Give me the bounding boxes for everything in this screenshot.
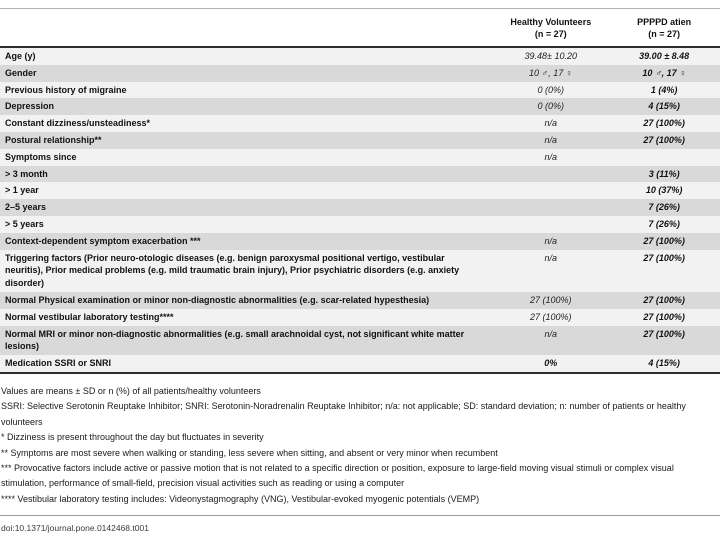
healthy-volunteers-value: 27 (100%): [530, 311, 572, 322]
pppd-value: 27 (100%): [643, 328, 685, 339]
row-label: Medication SSRI or SNRI: [5, 358, 112, 369]
table-row: Constant dizziness/unsteadiness* n/a 27 (1…: [0, 115, 720, 132]
pppd-value: 7 (26%): [648, 218, 680, 229]
pppd-value: 27 (100%): [643, 311, 685, 322]
pppd-value: 27 (100%): [643, 294, 685, 305]
row-label: Previous history of migraine: [5, 84, 127, 95]
pppd-value: 39.00 ± 8.48: [639, 51, 690, 61]
healthy-volunteers-value: n/a: [544, 134, 558, 145]
healthy-volunteers-value: 0 (0%): [537, 84, 565, 95]
table-row: Previous history of migraine 0 (0%) 1 (4%): [0, 81, 720, 99]
header-healthy-n: (n = 27): [534, 29, 567, 39]
row-label: 2–5 years: [5, 202, 47, 213]
row-label: Depression: [5, 101, 55, 112]
table-row: Depression 0 (0%) 4 (15%): [0, 98, 720, 116]
pppd-value: [608, 151, 720, 164]
healthy-volunteers-value: [493, 168, 608, 181]
pppd-value: 1 (4%): [650, 84, 678, 95]
row-label: Normal vestibular laboratory testing****: [5, 311, 174, 322]
table-row: Age (y) 39.48± 10.20 39.00 ± 8.48: [0, 48, 720, 65]
row-label: Normal Physical examination or minor non…: [5, 294, 430, 305]
header-pppd-title: PPPPD atien: [637, 17, 692, 27]
healthy-volunteers-value: 0%: [544, 358, 558, 369]
pppd-value: 10 ♂, 17 ♀: [642, 67, 686, 78]
header-healthy-title: Healthy Volunteers: [510, 17, 592, 27]
row-label: > 3 month: [5, 168, 48, 179]
footnote-asterisk-3: *** Provocative factors include active o…: [1, 462, 674, 489]
healthy-volunteers-value: n/a: [544, 235, 558, 246]
healthy-volunteers-value: n/a: [544, 252, 558, 263]
healthy-volunteers-value: n/a: [544, 328, 558, 339]
table-row: Normal Physical examination or minor non…: [0, 291, 720, 309]
row-label: Gender: [5, 67, 37, 78]
table-row: Postural relationship** n/a 27 (100%): [0, 131, 720, 149]
row-label: Postural relationship**: [5, 134, 102, 145]
pppd-value: 4 (15%): [648, 101, 680, 112]
table-body: Age (y) 39.48± 10.20 39.00 ± 8.48 Gender 10 …: [0, 48, 720, 374]
row-label: > 1 year: [5, 185, 39, 196]
table-row: > 5 years 7 (26%): [0, 215, 720, 233]
table-row: Medication SSRI or SNRI 0% 4 (15%): [0, 355, 720, 372]
header-pppd-n: (n = 27): [648, 29, 681, 39]
doi-divider: [0, 515, 720, 517]
table-row: > 1 year 10 (37%): [0, 182, 720, 200]
healthy-volunteers-value: 10 ♂, 17 ♀: [529, 67, 573, 78]
pppd-value: 4 (15%): [648, 358, 680, 369]
pppd-value: 7 (26%): [648, 202, 680, 213]
row-label: Normal MRI or minor non-diagnostic abnor…: [5, 328, 465, 352]
header-healthy-volunteers: Healthy Volunteers (n = 27): [493, 16, 608, 40]
header-pppd: PPPPD atien (n = 27): [608, 16, 720, 40]
footnote-asterisk-4: **** Vestibular laboratory testing inclu…: [1, 493, 480, 504]
table-row: Symptoms since n/a: [0, 148, 720, 166]
healthy-volunteers-value: [493, 218, 608, 231]
table-row: Gender 10 ♂, 17 ♀ 10 ♂, 17 ♀: [0, 64, 720, 82]
table-row: > 3 month 3 (11%): [0, 165, 720, 183]
row-label: Triggering factors (Prior neuro-otologic…: [5, 252, 460, 289]
healthy-volunteers-value: n/a: [544, 151, 558, 162]
table-header-row: Healthy Volunteers (n = 27) PPPPD atien …: [0, 8, 720, 48]
healthy-volunteers-value: 27 (100%): [530, 294, 572, 305]
healthy-volunteers-value: 0 (0%): [537, 101, 565, 112]
table-row: 2–5 years 7 (26%): [0, 199, 720, 216]
table-row: Normal MRI or minor non-diagnostic abnor…: [0, 325, 720, 356]
table-row: Triggering factors (Prior neuro-otologic…: [0, 249, 720, 292]
pppd-value: 27 (100%): [643, 118, 685, 129]
row-label: Age (y): [5, 51, 36, 61]
row-label: Constant dizziness/unsteadiness*: [5, 118, 151, 129]
pppd-value: 27 (100%): [643, 235, 685, 246]
footnote-abbreviations: SSRI: Selective Serotonin Reuptake Inhib…: [1, 401, 686, 427]
pppd-value: 27 (100%): [643, 252, 685, 263]
table-row: Context-dependent symptom exacerbation *…: [0, 232, 720, 250]
row-label: Context-dependent symptom exacerbation *…: [5, 235, 201, 246]
table-row: Normal vestibular laboratory testing****…: [0, 308, 720, 326]
footnote-values: Values are means ± SD or n (%) of all pa…: [1, 385, 261, 396]
footnote-asterisk-1: * Dizziness is present throughout the da…: [1, 432, 264, 443]
healthy-volunteers-value: [493, 184, 608, 197]
healthy-volunteers-value: 39.48± 10.20: [524, 51, 578, 61]
footnote-asterisk-2: ** Symptoms are most severe when walking…: [1, 447, 498, 458]
row-label: > 5 years: [5, 218, 44, 229]
footnotes-block: Values are means ± SD or n (%) of all pa…: [0, 374, 720, 507]
healthy-volunteers-value: n/a: [544, 118, 558, 129]
row-label: Symptoms since: [5, 151, 77, 162]
pppd-value: 27 (100%): [643, 134, 685, 145]
clinical-characteristics-table: Healthy Volunteers (n = 27) PPPPD atien …: [0, 8, 720, 374]
pppd-value: 3 (11%): [648, 168, 680, 179]
pppd-value: 10 (37%): [645, 185, 683, 196]
doi-text: doi:10.1371/journal.pone.0142468.t001: [1, 523, 149, 534]
healthy-volunteers-value: [493, 201, 608, 214]
